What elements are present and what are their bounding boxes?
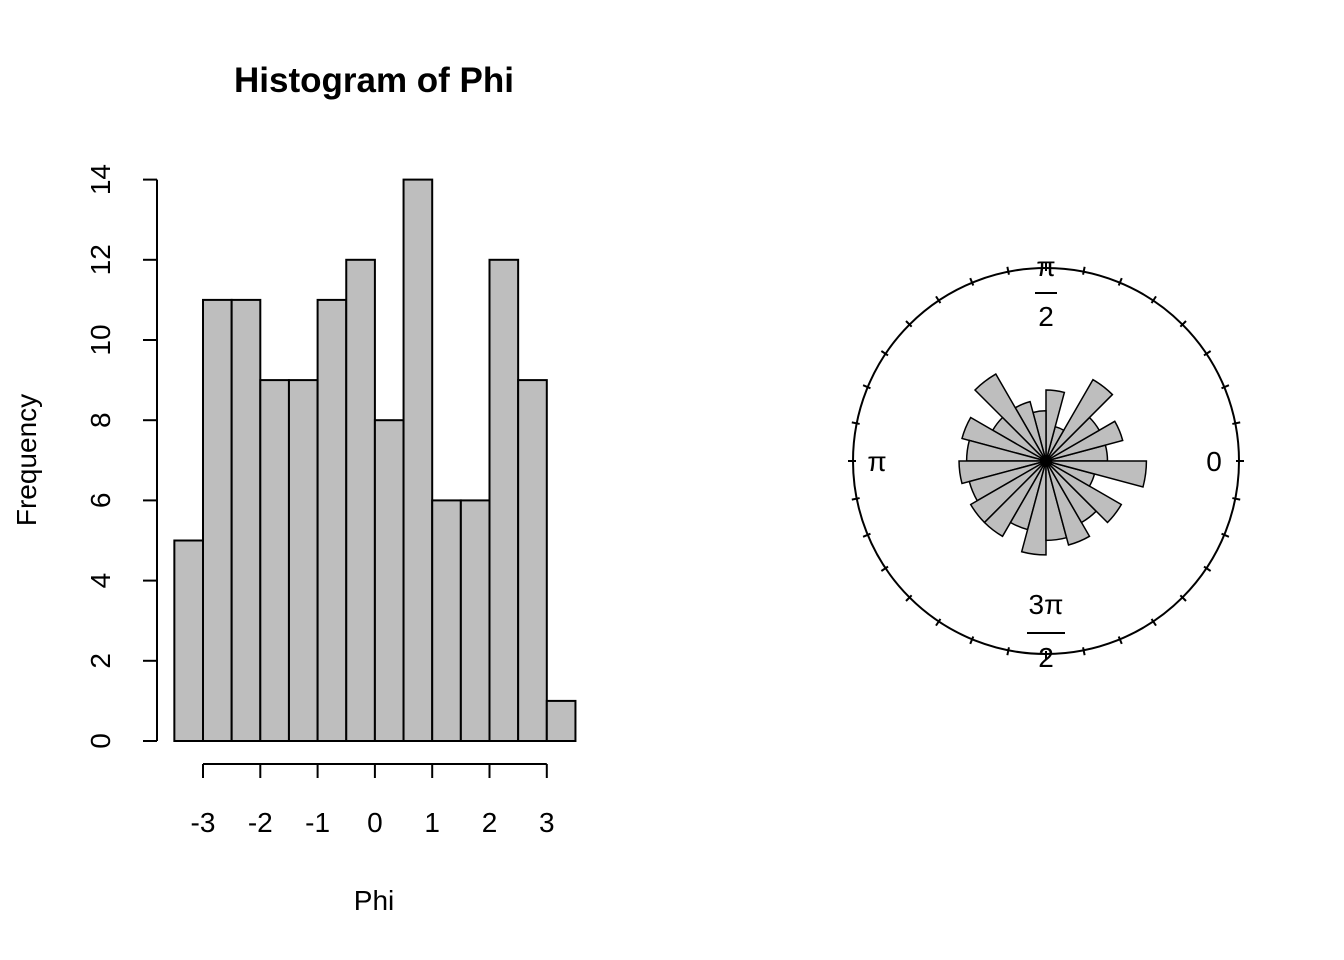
y-axis-label: Frequency (11, 394, 42, 526)
x-tick-label: -2 (248, 807, 273, 838)
y-axis: 0 2 4 6 8 10 12 14 (85, 164, 158, 749)
histogram-bar (402, 178, 434, 743)
y-tick-label: 0 (85, 733, 116, 749)
rose-tick-mark (905, 594, 913, 602)
histogram-bar (488, 258, 520, 742)
rose-tick-mark (969, 277, 975, 286)
histogram-panel: Histogram of Phi Phi Frequency -3 -2 -1 0 1 2… (11, 61, 577, 916)
histogram-bar (202, 298, 233, 742)
rose-tick-mark (935, 295, 942, 304)
rose-tick-mark (1006, 647, 1010, 656)
rose-tick-mark (1082, 647, 1086, 656)
rose-petal (1045, 378, 1114, 462)
histogram-bar (259, 379, 290, 742)
direction-label-east: 0 (1206, 446, 1222, 477)
rose-tick-mark (1150, 618, 1157, 627)
direction-label-south-numerator: 3π (1029, 589, 1064, 620)
rose-tick-mark (1179, 594, 1187, 602)
rose-petal (1020, 460, 1047, 556)
rose-tick-mark (1232, 421, 1241, 425)
histogram-bar (517, 379, 548, 742)
y-tick-label: 8 (85, 412, 116, 428)
rose-ticks (848, 263, 1244, 659)
rose-diagram-panel: 0 π π 2 3π 2 (848, 251, 1244, 673)
x-tick-label: 0 (367, 807, 383, 838)
rose-tick-mark (1203, 350, 1212, 357)
rose-tick-mark (851, 497, 860, 501)
y-tick-label: 6 (85, 493, 116, 509)
rose-tick-mark (880, 350, 889, 357)
histogram-bar (287, 379, 319, 742)
rose-petal (1045, 389, 1066, 462)
histogram-title: Histogram of Phi (234, 61, 514, 100)
x-axis: -3 -2 -1 0 1 2 3 (191, 763, 555, 838)
rose-petal (1045, 420, 1124, 462)
direction-label-north-numerator: π (1036, 251, 1055, 282)
rose-tick-mark (1117, 636, 1123, 645)
histogram-bar (345, 258, 376, 742)
x-tick-label: -1 (305, 807, 330, 838)
rose-petal (973, 373, 1047, 462)
rose-tick-mark (1232, 497, 1241, 501)
rose-tick-mark (1221, 532, 1230, 538)
rose-petal (1045, 460, 1091, 546)
rose-petal (983, 460, 1047, 538)
rose-tick-mark (862, 532, 871, 538)
y-tick-label: 2 (85, 653, 116, 669)
rose-tick-mark (880, 565, 889, 572)
rose-tick-mark (1179, 320, 1187, 328)
rose-tick-mark (851, 421, 860, 425)
direction-label-west: π (867, 446, 886, 477)
histogram-bar (459, 499, 491, 742)
rose-tick-mark (905, 320, 913, 328)
rose-tick-mark (862, 384, 871, 390)
x-tick-label: -3 (191, 807, 216, 838)
histogram-bar (373, 419, 405, 742)
rose-tick-mark (1221, 384, 1230, 390)
x-tick-label: 1 (424, 807, 440, 838)
rose-petal (1045, 460, 1148, 488)
rose-tick-mark (1006, 266, 1010, 275)
x-tick-label: 3 (539, 807, 555, 838)
rose-tick-mark (1117, 277, 1123, 286)
x-axis-label: Phi (354, 885, 394, 916)
x-tick-label: 2 (482, 807, 498, 838)
rose-tick-mark (1082, 266, 1086, 275)
histogram-bar (316, 298, 348, 742)
histogram-bar (431, 499, 462, 742)
direction-label-south-denominator: 2 (1038, 642, 1054, 673)
rose-tick-mark (1203, 565, 1212, 572)
histogram-bar (173, 539, 205, 742)
y-tick-label: 10 (85, 324, 116, 355)
rose-petal (1045, 460, 1123, 524)
y-tick-label: 14 (85, 164, 116, 195)
histogram-bar (545, 699, 577, 743)
rose-tick-mark (935, 618, 942, 627)
histogram-bars (173, 178, 577, 743)
direction-label-north-denominator: 2 (1038, 301, 1054, 332)
y-tick-label: 12 (85, 244, 116, 275)
y-tick-label: 4 (85, 573, 116, 589)
rose-petal (961, 416, 1047, 462)
rose-tick-mark (969, 636, 975, 645)
rose-petals (958, 373, 1148, 556)
histogram-bar (230, 298, 262, 742)
rose-tick-mark (1150, 295, 1157, 304)
